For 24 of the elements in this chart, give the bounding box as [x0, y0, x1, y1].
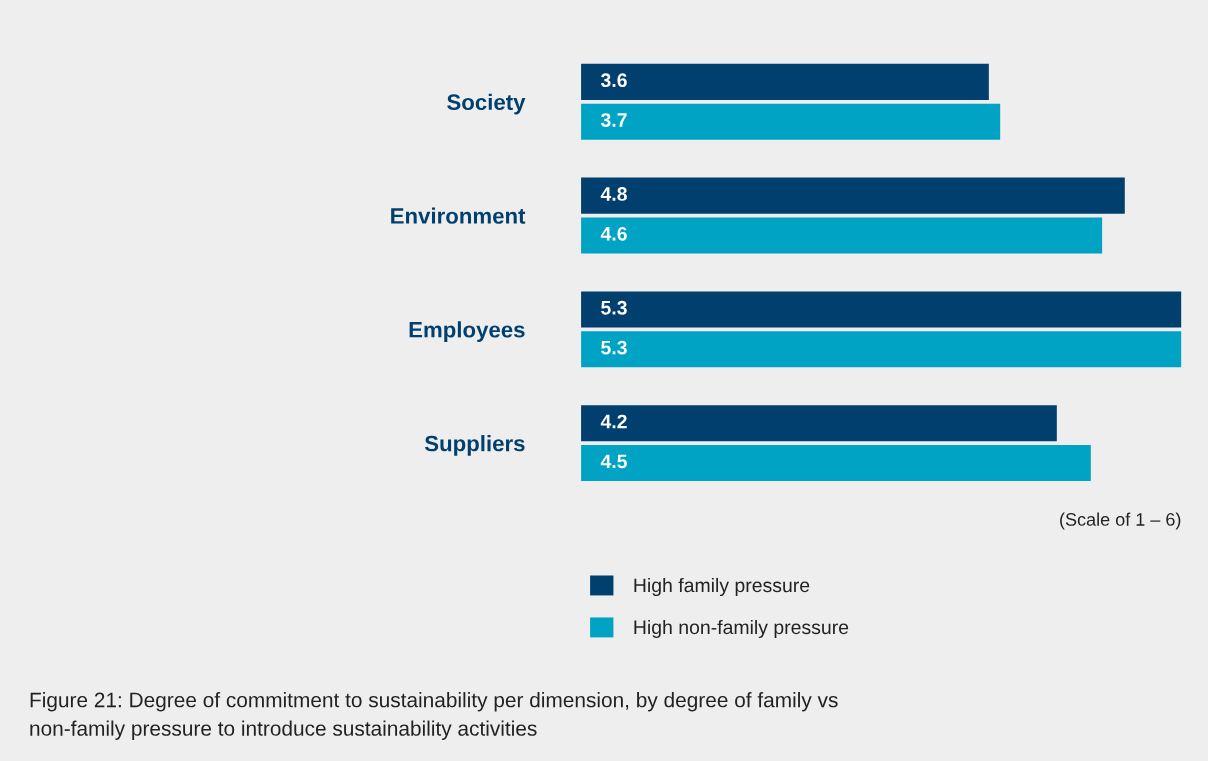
y-tick-label: Environment [391, 207, 526, 224]
bar [581, 331, 1182, 368]
data-label: 4.8 [600, 187, 627, 201]
bar [581, 405, 1057, 442]
bar [581, 444, 1091, 482]
data-label: 3.6 [600, 73, 627, 88]
bar [581, 103, 1001, 140]
data-label: 4.5 [600, 454, 627, 469]
caption: Figure 21: Degree of commitment to sustainability per dimension, by degree of family vs non-family pressure to introduce sustainability activities [30, 692, 838, 740]
y-tick-label: Employees [409, 321, 525, 342]
y-tick-label: Suppliers [424, 435, 525, 456]
legend-label: High family pressure [634, 577, 810, 597]
legend-label: High non-family pressure [634, 619, 849, 639]
y-tick-label: Society [447, 93, 526, 115]
bar [581, 177, 1125, 214]
data-label: 3.7 [600, 113, 627, 127]
text: (Scale of 1 – 6) [1060, 512, 1181, 530]
data-label: 4.6 [600, 226, 627, 241]
bar [581, 217, 1103, 254]
bar [581, 63, 989, 100]
data-label: 5.3 [601, 340, 627, 355]
data-label: 5.3 [601, 300, 627, 315]
bar [581, 291, 1182, 328]
data-label: 4.2 [600, 414, 627, 429]
